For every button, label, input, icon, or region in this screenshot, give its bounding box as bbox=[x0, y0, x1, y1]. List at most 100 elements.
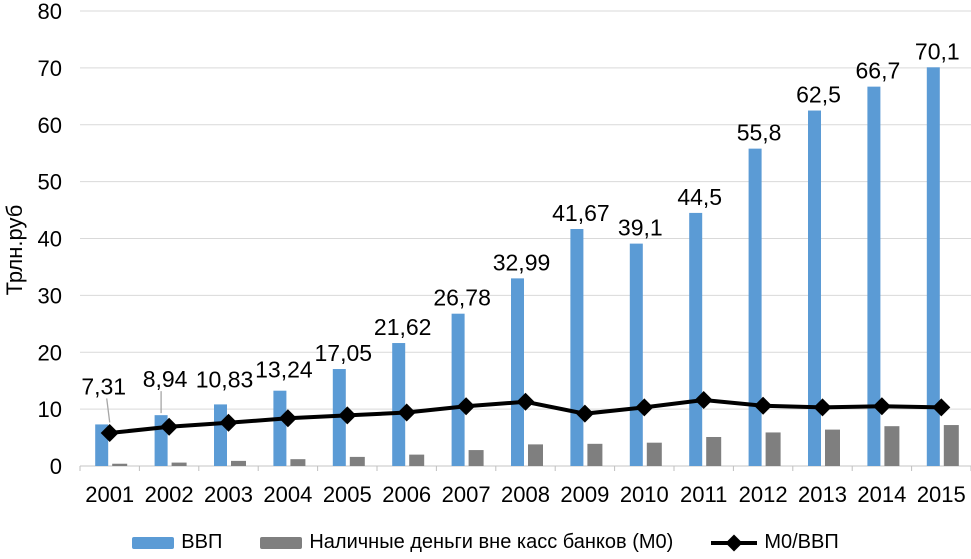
ratio-marker-2013 bbox=[813, 398, 832, 417]
ratio-marker-2004 bbox=[278, 409, 297, 428]
data-label-2006: 21,62 bbox=[374, 314, 432, 340]
ratio-marker-2011 bbox=[694, 391, 713, 410]
data-label-2010: 39,1 bbox=[618, 215, 663, 241]
data-label-2003: 10,83 bbox=[196, 366, 254, 392]
ratio-marker-2008 bbox=[516, 392, 535, 411]
ratio-marker-2002 bbox=[160, 417, 179, 436]
leader-line-2001 bbox=[106, 398, 111, 423]
gdp-bar-2008 bbox=[511, 278, 524, 466]
x-axis-label-2015: 2015 bbox=[917, 482, 966, 507]
m0-bar-2008 bbox=[528, 444, 543, 466]
x-axis-label-2003: 2003 bbox=[204, 482, 253, 507]
y-tick-label-80: 80 bbox=[38, 0, 62, 24]
x-axis-label-2007: 2007 bbox=[442, 482, 491, 507]
ratio-marker-2009 bbox=[575, 404, 594, 423]
m0-bar-2002 bbox=[171, 462, 187, 466]
legend-label-gdp: ВВП bbox=[181, 531, 223, 553]
ratio-line-series bbox=[100, 391, 951, 443]
x-axis-label-2010: 2010 bbox=[620, 482, 669, 507]
data-label-2014: 66,7 bbox=[856, 58, 901, 84]
y-axis-tick-labels: 0 10 20 30 40 50 60 70 80 bbox=[38, 0, 62, 479]
x-axis-labels: 2001 2002 2003 2004 2005 2006 2007 2008 2009 2010… bbox=[85, 482, 966, 507]
m0-bar-2001 bbox=[112, 463, 128, 466]
x-axis-label-2005: 2005 bbox=[323, 482, 372, 507]
ratio-marker-2014 bbox=[872, 397, 891, 416]
m0-bar-2006 bbox=[409, 454, 425, 466]
y-tick-label-70: 70 bbox=[38, 56, 62, 81]
y-tick-label-60: 60 bbox=[38, 113, 62, 138]
legend: ВВП Наличные деньги вне касс банков (М0)… bbox=[0, 531, 971, 554]
gdp-bar-2009 bbox=[570, 229, 584, 466]
m0-bar-2012 bbox=[765, 432, 781, 466]
m0-bar-2013 bbox=[825, 429, 840, 466]
y-axis-title: Трлн.руб bbox=[2, 205, 27, 296]
data-label-2009: 41,67 bbox=[552, 200, 610, 226]
ratio-marker-2015 bbox=[932, 398, 951, 417]
m0-bar-2014 bbox=[884, 426, 900, 466]
y-tick-label-0: 0 bbox=[50, 454, 62, 479]
gdp-swatch-icon bbox=[132, 536, 175, 549]
m0-bar-2003 bbox=[231, 460, 246, 466]
y-tick-label-10: 10 bbox=[38, 397, 62, 422]
ratio-diamond-marker-icon bbox=[725, 534, 743, 551]
ratio-marker-2003 bbox=[219, 413, 238, 432]
legend-label-ratio: М0/ВВП bbox=[764, 531, 839, 553]
m0-bar-2011 bbox=[706, 436, 722, 466]
legend-item-gdp: ВВП bbox=[132, 531, 222, 554]
gdp-bar-2010 bbox=[629, 243, 643, 466]
legend-item-m0: Наличные деньги вне касс банков (М0) bbox=[260, 531, 673, 554]
x-axis-label-2014: 2014 bbox=[857, 482, 906, 507]
data-label-2004: 13,24 bbox=[255, 357, 313, 383]
ratio-marker-2012 bbox=[754, 396, 773, 415]
gdp-bar-2014 bbox=[867, 86, 881, 467]
x-axis-label-2001: 2001 bbox=[85, 482, 134, 507]
legend-label-m0: Наличные деньги вне касс банков (М0) bbox=[309, 531, 674, 553]
gdp-bar-2013 bbox=[808, 110, 821, 466]
plot-area: Трлн.руб 0 10 20 30 40 50 60 70 80 7,31 8,94 10,83… bbox=[2, 0, 971, 507]
m0-bar-2004 bbox=[290, 459, 306, 466]
x-axis-label-2013: 2013 bbox=[798, 482, 847, 507]
gridlines bbox=[79, 10, 971, 471]
m0-bar-2007 bbox=[468, 450, 484, 466]
data-label-2007: 26,78 bbox=[433, 285, 491, 311]
gdp-bar-2012 bbox=[748, 148, 762, 466]
data-label-2005: 17,05 bbox=[315, 340, 373, 366]
gdp-bar-2004 bbox=[273, 390, 287, 466]
gdp-bar-2015 bbox=[926, 67, 940, 467]
y-tick-label-50: 50 bbox=[38, 170, 62, 195]
gdp-bar-2006 bbox=[392, 343, 406, 466]
x-axis-label-2002: 2002 bbox=[145, 482, 194, 507]
x-axis-label-2006: 2006 bbox=[382, 482, 431, 507]
gdp-bar-2003 bbox=[214, 404, 227, 466]
gdp-bar-2011 bbox=[689, 212, 703, 466]
data-label-2008: 32,99 bbox=[493, 249, 551, 275]
m0-swatch-icon bbox=[260, 536, 303, 549]
m0-bar-2010 bbox=[646, 442, 662, 466]
legend-item-ratio: М0/ВВП bbox=[711, 531, 839, 554]
data-label-2011: 44,5 bbox=[677, 184, 722, 210]
ratio-line-swatch-icon bbox=[711, 534, 758, 551]
y-tick-label-20: 20 bbox=[38, 340, 62, 365]
ratio-marker-2005 bbox=[338, 406, 357, 425]
data-label-2015: 70,1 bbox=[915, 38, 960, 64]
ratio-marker-2006 bbox=[397, 403, 416, 422]
x-axis-label-2009: 2009 bbox=[560, 482, 609, 507]
y-tick-label-40: 40 bbox=[38, 227, 62, 252]
data-label-2001: 7,31 bbox=[81, 373, 126, 399]
data-label-2013: 62,5 bbox=[796, 82, 841, 108]
x-axis-label-2008: 2008 bbox=[501, 482, 550, 507]
x-axis-label-2011: 2011 bbox=[680, 482, 727, 507]
data-labels: 7,31 8,94 10,83 13,2417,0521,6226,7832,9941… bbox=[81, 38, 960, 423]
data-label-2012: 55,8 bbox=[737, 120, 782, 146]
ratio-marker-2010 bbox=[635, 398, 654, 417]
data-label-2002: 8,94 bbox=[143, 366, 188, 392]
ratio-marker-2007 bbox=[457, 397, 476, 416]
x-axis-label-2004: 2004 bbox=[263, 482, 312, 507]
m0-bar-2005 bbox=[349, 456, 365, 466]
x-axis-label-2012: 2012 bbox=[739, 482, 788, 507]
ratio-marker-2001 bbox=[100, 424, 119, 443]
gdp-bar-2007 bbox=[451, 313, 465, 466]
y-tick-label-30: 30 bbox=[38, 283, 62, 308]
m0-bar-2015 bbox=[943, 425, 959, 466]
